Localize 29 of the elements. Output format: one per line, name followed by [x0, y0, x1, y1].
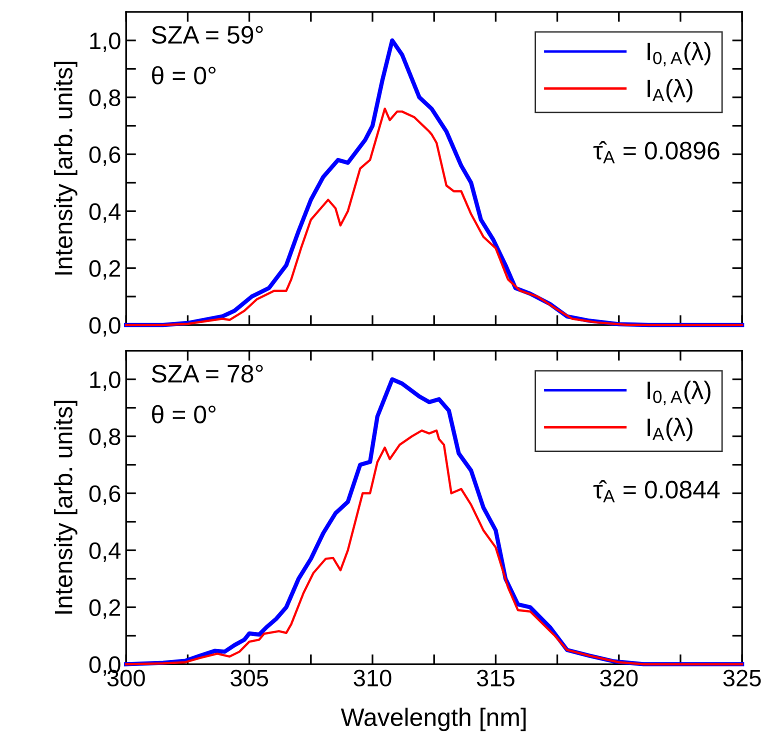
y-axis-title: Intensity [arb. units] [54, 62, 78, 275]
x-tick-label: 305 [230, 670, 268, 686]
y-tick-label: 0,4 [89, 542, 121, 562]
y-tick-label: 1,0 [90, 371, 120, 391]
legend-label: I$_{A}$(λ) [648, 78, 692, 102]
annotation: θ = 0° [152, 66, 216, 84]
legend-label: I$_{0,A}$(λ) [648, 42, 710, 66]
y-tick-label: 0,4 [89, 203, 121, 223]
x-tick-label: 320 [600, 670, 638, 686]
x-tick-label: 315 [476, 670, 514, 686]
annotation: τ̂$_{A}$ = 0.0844 [593, 480, 720, 502]
y-tick-label: 0,0 [89, 317, 120, 337]
y-axis-title: Intensity [arb. units] [54, 400, 78, 614]
y-tick-label: 0,2 [89, 599, 120, 619]
annotation: τ̂$_{A}$ = 0.0896 [593, 141, 720, 164]
y-tick-label: 0,2 [89, 260, 120, 280]
y-tick-label: 1,0 [90, 32, 120, 52]
y-tick-label: 0,6 [89, 146, 120, 166]
annotation: SZA = 78° [152, 364, 263, 383]
y-tick-label: 0,6 [89, 485, 120, 505]
legend-label: I$_{0,A}$(λ) [648, 380, 710, 406]
x-tick-label: 325 [723, 670, 761, 686]
x-tick-label: 310 [354, 670, 392, 686]
annotation: θ = 0° [152, 404, 216, 424]
y-tick-label: 0,8 [89, 89, 120, 109]
y-tick-label: 0,8 [89, 428, 120, 448]
legend-label: I$_{A}$(λ) [648, 418, 692, 442]
annotation: SZA = 59° [152, 26, 263, 44]
x-axis-title: Wavelength [nm] [340, 708, 526, 732]
